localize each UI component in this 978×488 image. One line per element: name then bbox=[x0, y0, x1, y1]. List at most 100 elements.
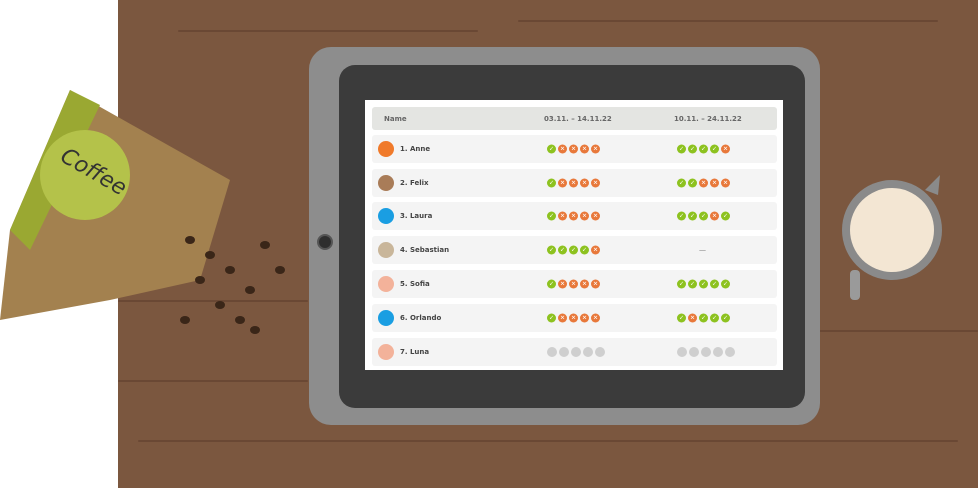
pending-dot-icon bbox=[725, 347, 735, 357]
check-icon: ✓ bbox=[688, 279, 697, 289]
table-row[interactable]: 7. Luna bbox=[372, 338, 777, 366]
cross-icon: ✕ bbox=[569, 279, 578, 289]
avatar-pig-icon bbox=[378, 276, 394, 292]
check-icon: ✓ bbox=[569, 245, 578, 255]
student-name: 7. Luna bbox=[400, 348, 430, 356]
table-row[interactable]: 2. Felix ✓ ✕ ✕ ✕ ✕ ✓ ✓ ✕ ✕ ✕ bbox=[372, 169, 777, 197]
cross-icon: ✕ bbox=[721, 178, 730, 188]
check-icon: ✓ bbox=[688, 144, 697, 154]
no-data-dash: — bbox=[699, 246, 706, 254]
check-icon: ✓ bbox=[710, 144, 719, 154]
cross-icon: ✕ bbox=[558, 178, 567, 188]
period-1-status: ✓ ✕ ✕ ✕ ✕ bbox=[547, 178, 600, 188]
check-icon: ✓ bbox=[580, 245, 589, 255]
period-1-status: ✓ ✕ ✕ ✕ ✕ bbox=[547, 279, 600, 289]
check-icon: ✓ bbox=[547, 313, 556, 323]
cross-icon: ✕ bbox=[569, 178, 578, 188]
pending-dot-icon bbox=[689, 347, 699, 357]
header-period-1: 03.11. – 14.11.22 bbox=[544, 114, 612, 123]
cross-icon: ✕ bbox=[591, 279, 600, 289]
check-icon: ✓ bbox=[710, 279, 719, 289]
check-icon: ✓ bbox=[699, 313, 708, 323]
check-icon: ✓ bbox=[547, 279, 556, 289]
cross-icon: ✕ bbox=[558, 279, 567, 289]
period-1-status: ✓ ✕ ✕ ✕ ✕ bbox=[547, 313, 600, 323]
check-icon: ✓ bbox=[677, 211, 686, 221]
cross-icon: ✕ bbox=[569, 144, 578, 154]
cross-icon: ✕ bbox=[688, 313, 697, 323]
period-2-status: ✓ ✓ ✓ ✓ ✕ bbox=[677, 144, 730, 154]
cross-icon: ✕ bbox=[569, 313, 578, 323]
cross-icon: ✕ bbox=[591, 144, 600, 154]
cross-icon: ✕ bbox=[558, 211, 567, 221]
check-icon: ✓ bbox=[677, 178, 686, 188]
check-icon: ✓ bbox=[699, 279, 708, 289]
check-icon: ✓ bbox=[558, 245, 567, 255]
pending-dot-icon bbox=[677, 347, 687, 357]
cross-icon: ✕ bbox=[558, 313, 567, 323]
period-2-status: — bbox=[677, 246, 706, 254]
pending-dot-icon bbox=[701, 347, 711, 357]
avatar-fox-icon bbox=[378, 141, 394, 157]
avatar-bird-icon bbox=[378, 208, 394, 224]
pending-dot-icon bbox=[571, 347, 581, 357]
avatar-person-icon bbox=[378, 242, 394, 258]
avatar-rabbit-icon bbox=[378, 175, 394, 191]
cross-icon: ✕ bbox=[591, 178, 600, 188]
table-row[interactable]: 6. Orlando ✓ ✕ ✕ ✕ ✕ ✓ ✕ ✓ ✓ ✓ bbox=[372, 304, 777, 332]
avatar-pig-icon bbox=[378, 344, 394, 360]
check-icon: ✓ bbox=[547, 245, 556, 255]
coffee-bag-illustration: Coffee bbox=[0, 90, 285, 334]
student-name: 2. Felix bbox=[400, 179, 429, 187]
tablet-home-button[interactable] bbox=[317, 234, 333, 250]
cross-icon: ✕ bbox=[569, 211, 578, 221]
cross-icon: ✕ bbox=[591, 245, 600, 255]
table-row[interactable]: 1. Anne ✓ ✕ ✕ ✕ ✕ ✓ ✓ ✓ ✓ ✕ bbox=[372, 135, 777, 163]
check-icon: ✓ bbox=[688, 211, 697, 221]
cross-icon: ✕ bbox=[558, 144, 567, 154]
period-2-status: ✓ ✕ ✓ ✓ ✓ bbox=[677, 313, 730, 323]
period-2-status: ✓ ✓ ✓ ✕ ✓ bbox=[677, 211, 730, 221]
pending-dot-icon bbox=[547, 347, 557, 357]
check-icon: ✓ bbox=[547, 144, 556, 154]
cross-icon: ✕ bbox=[580, 178, 589, 188]
student-name: 3. Laura bbox=[400, 212, 433, 220]
student-name: 1. Anne bbox=[400, 145, 431, 153]
milk-jug-illustration bbox=[842, 175, 942, 300]
check-icon: ✓ bbox=[547, 211, 556, 221]
header-period-2: 10.11. – 24.11.22 bbox=[674, 114, 742, 123]
pending-dot-icon bbox=[713, 347, 723, 357]
student-name: 5. Sofia bbox=[400, 280, 430, 288]
cross-icon: ✕ bbox=[580, 144, 589, 154]
check-icon: ✓ bbox=[677, 279, 686, 289]
check-icon: ✓ bbox=[699, 144, 708, 154]
table-row[interactable]: 4. Sebastian ✓ ✓ ✓ ✓ ✕ — bbox=[372, 236, 777, 264]
period-1-status bbox=[547, 347, 605, 357]
table-header: Name 03.11. – 14.11.22 10.11. – 24.11.22 bbox=[372, 107, 777, 130]
check-icon: ✓ bbox=[721, 279, 730, 289]
student-name: 4. Sebastian bbox=[400, 246, 450, 254]
header-name: Name bbox=[384, 114, 407, 123]
table-row[interactable]: 3. Laura ✓ ✕ ✕ ✕ ✕ ✓ ✓ ✓ ✕ ✓ bbox=[372, 202, 777, 230]
check-icon: ✓ bbox=[688, 178, 697, 188]
period-1-status: ✓ ✕ ✕ ✕ ✕ bbox=[547, 144, 600, 154]
check-icon: ✓ bbox=[721, 211, 730, 221]
cross-icon: ✕ bbox=[580, 211, 589, 221]
period-2-status: ✓ ✓ ✕ ✕ ✕ bbox=[677, 178, 730, 188]
cross-icon: ✕ bbox=[591, 211, 600, 221]
check-icon: ✓ bbox=[677, 313, 686, 323]
pending-dot-icon bbox=[583, 347, 593, 357]
check-icon: ✓ bbox=[547, 178, 556, 188]
cross-icon: ✕ bbox=[580, 279, 589, 289]
cross-icon: ✕ bbox=[591, 313, 600, 323]
period-2-status bbox=[677, 347, 735, 357]
student-name: 6. Orlando bbox=[400, 314, 442, 322]
check-icon: ✓ bbox=[677, 144, 686, 154]
cross-icon: ✕ bbox=[580, 313, 589, 323]
check-icon: ✓ bbox=[699, 211, 708, 221]
period-2-status: ✓ ✓ ✓ ✓ ✓ bbox=[677, 279, 730, 289]
table-row[interactable]: 5. Sofia ✓ ✕ ✕ ✕ ✕ ✓ ✓ ✓ ✓ ✓ bbox=[372, 270, 777, 298]
cross-icon: ✕ bbox=[710, 178, 719, 188]
period-1-status: ✓ ✕ ✕ ✕ ✕ bbox=[547, 211, 600, 221]
avatar-bird-icon bbox=[378, 310, 394, 326]
